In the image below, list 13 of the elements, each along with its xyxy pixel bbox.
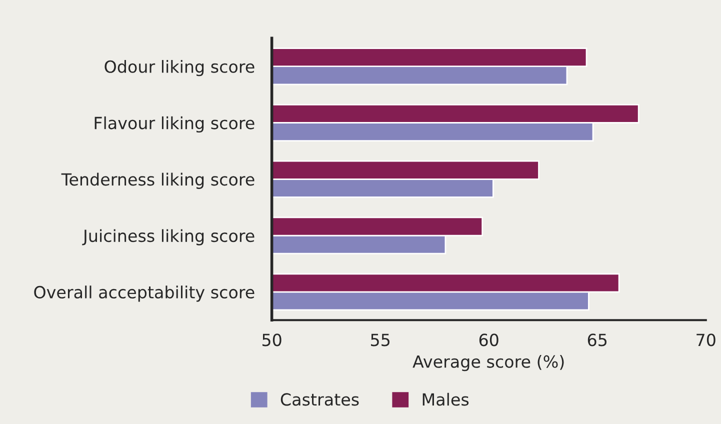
y-tick-label: Odour liking score xyxy=(104,60,254,76)
x-tick-label: 65 xyxy=(588,334,606,346)
x-tick-label: 55 xyxy=(371,334,390,346)
y-tick-label: Overall acceptability score xyxy=(34,286,254,302)
legend-label: Males xyxy=(422,392,469,406)
x-tick-label: 70 xyxy=(696,334,716,346)
x-axis-title: Average score (%) xyxy=(412,355,564,372)
x-tick-label: 60 xyxy=(479,334,498,346)
y-tick-label: Tenderness liking score xyxy=(61,172,254,189)
legend-label: Castrates xyxy=(280,393,359,406)
x-tick-label: 50 xyxy=(262,334,282,346)
y-tick-label: Flavour liking score xyxy=(94,116,254,133)
y-tick-label: Juiciness liking score xyxy=(82,229,254,246)
